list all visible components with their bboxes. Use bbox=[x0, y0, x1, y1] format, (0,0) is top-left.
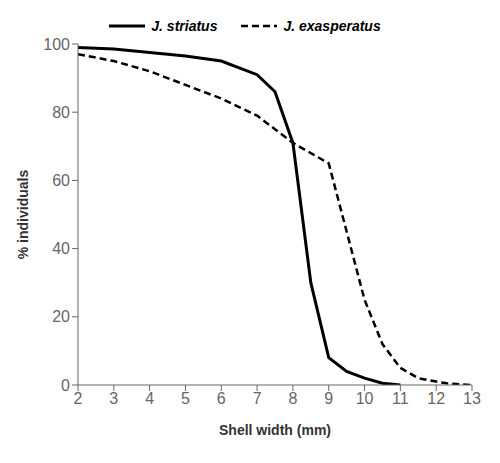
svg-text:20: 20 bbox=[52, 308, 70, 325]
svg-text:60: 60 bbox=[52, 172, 70, 189]
svg-text:6: 6 bbox=[217, 390, 226, 407]
svg-text:9: 9 bbox=[324, 390, 333, 407]
svg-text:3: 3 bbox=[109, 390, 118, 407]
svg-text:8: 8 bbox=[288, 390, 297, 407]
html-text:J. exasperatus: J. exasperatus bbox=[283, 18, 381, 34]
svg-text:80: 80 bbox=[52, 104, 70, 121]
svg-text:100: 100 bbox=[43, 36, 70, 53]
html-text:J. striatus: J. striatus bbox=[151, 18, 218, 34]
svg-text:13: 13 bbox=[463, 390, 481, 407]
svg-text:7: 7 bbox=[253, 390, 262, 407]
svg-text:4: 4 bbox=[145, 390, 154, 407]
svg-text:11: 11 bbox=[392, 390, 409, 407]
svg-text:% individuals: % individuals bbox=[15, 170, 31, 260]
svg-text:10: 10 bbox=[356, 390, 374, 407]
svg-text:2: 2 bbox=[74, 390, 83, 407]
svg-text:40: 40 bbox=[52, 240, 70, 257]
svg-text:0: 0 bbox=[61, 377, 70, 394]
svg-text:12: 12 bbox=[427, 390, 445, 407]
svg-text:Shell width (mm): Shell width (mm) bbox=[219, 422, 331, 438]
svg-text:5: 5 bbox=[181, 390, 190, 407]
